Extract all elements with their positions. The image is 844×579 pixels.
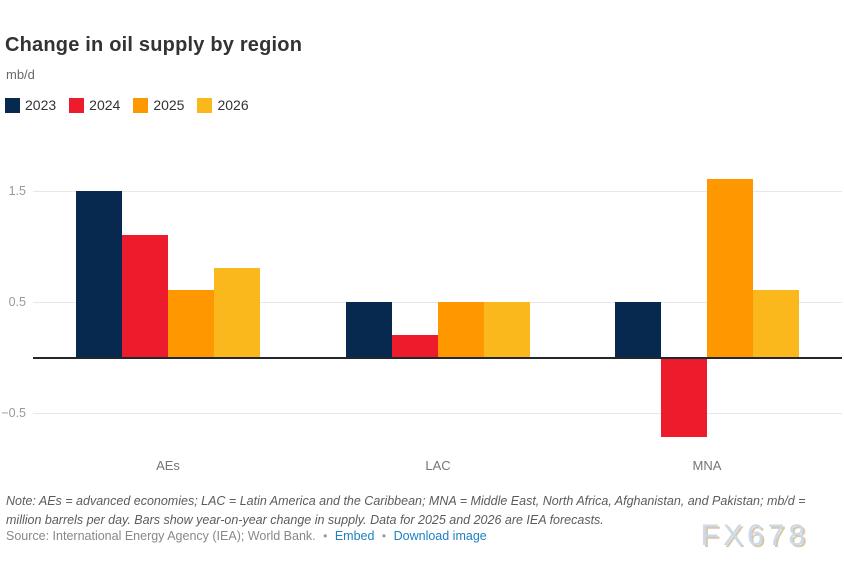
separator-bullet: •: [323, 529, 328, 543]
bar-AEs-2024: [122, 235, 168, 357]
bar-AEs-2026: [214, 268, 260, 357]
x-axis-category-label: LAC: [425, 458, 451, 473]
bar-LAC-2025: [438, 302, 484, 358]
y-gridline: [33, 191, 842, 192]
legend-label: 2026: [217, 97, 249, 113]
y-axis-tick-label: 0.5: [8, 295, 26, 309]
embed-link[interactable]: Embed: [334, 529, 375, 543]
source-line: Source: International Energy Agency (IEA…: [6, 529, 487, 543]
bar-MNA-2025: [707, 179, 753, 357]
legend-swatch-icon: [69, 97, 85, 113]
unit-label: mb/d: [6, 67, 35, 82]
legend-item-2026: 2026: [197, 97, 249, 113]
y-axis-tick-label: 1.5: [8, 184, 26, 198]
legend-label: 2024: [89, 97, 121, 113]
legend-item-2025: 2025: [133, 97, 184, 113]
bar-MNA-2024: [661, 359, 707, 437]
legend-swatch-icon: [5, 97, 20, 113]
legend-item-2023: 2023: [5, 97, 56, 113]
zero-axis-line: [33, 357, 842, 359]
separator-bullet: •: [381, 529, 387, 543]
download-image-link[interactable]: Download image: [393, 529, 487, 543]
bar-LAC-2024: [392, 335, 438, 357]
bar-LAC-2023: [346, 302, 392, 358]
chart-title: Change in oil supply by region: [5, 34, 303, 56]
note-text: Note: AEs = advanced economies; LAC = La…: [6, 494, 806, 527]
source-text: Source: International Energy Agency (IEA…: [6, 529, 316, 543]
watermark: FX678: [700, 519, 809, 552]
y-gridline: [33, 413, 842, 414]
bar-AEs-2025: [168, 290, 214, 357]
legend-swatch-icon: [133, 97, 149, 113]
legend-label: 2025: [153, 97, 185, 113]
x-axis-category-label: AEs: [156, 458, 180, 473]
bar-MNA-2026: [753, 290, 799, 357]
y-gridline: [33, 302, 842, 303]
x-axis-category-label: MNA: [692, 458, 722, 473]
y-axis-tick-label: −0.5: [1, 406, 26, 420]
bar-AEs-2023: [76, 191, 122, 358]
legend-swatch-icon: [197, 97, 213, 113]
legend-label: 2023: [25, 97, 57, 113]
legend: 2023 2024 2025 2026: [5, 97, 262, 113]
bar-MNA-2023: [615, 302, 661, 358]
legend-item-2024: 2024: [69, 97, 120, 113]
bar-LAC-2026: [484, 302, 530, 358]
